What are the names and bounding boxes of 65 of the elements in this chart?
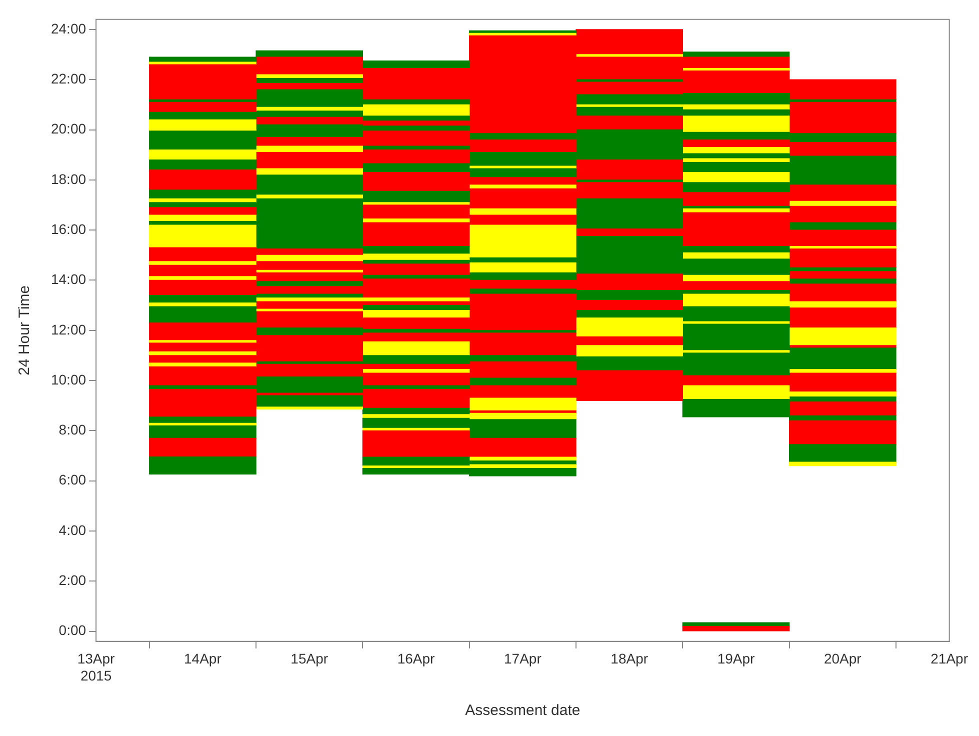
bar — [682, 172, 790, 183]
y-tick-label: 4:00 — [58, 522, 86, 538]
bar — [149, 438, 256, 458]
bar — [682, 626, 790, 632]
x-tick-label: 16Apr — [397, 650, 436, 667]
bar — [256, 406, 364, 410]
bar — [149, 160, 256, 170]
bar — [682, 146, 790, 154]
bar — [789, 462, 896, 466]
bar — [256, 395, 364, 408]
bar — [149, 119, 256, 132]
bar — [149, 102, 256, 113]
y-tick-label: 8:00 — [58, 422, 86, 438]
bar — [469, 262, 576, 274]
bar — [149, 456, 256, 474]
x-tick-label: 17Apr — [504, 650, 542, 667]
y-tick-label: 20:00 — [50, 120, 86, 137]
bar — [149, 207, 256, 216]
bar — [149, 306, 256, 324]
y-tick-label: 10:00 — [50, 371, 86, 388]
bar — [469, 398, 576, 411]
bar — [362, 60, 470, 69]
bar — [469, 456, 576, 462]
bar — [469, 378, 576, 386]
x-tick-label: 18Apr — [610, 650, 648, 667]
bar — [789, 444, 896, 462]
x-tick-label: 15Apr — [290, 650, 328, 667]
bar — [362, 146, 470, 150]
y-tick-label: 14:00 — [50, 271, 86, 288]
bar — [149, 261, 256, 266]
y-tick-label: 22:00 — [50, 70, 86, 86]
x-tick-label: 14Apr — [184, 650, 222, 667]
bar — [362, 341, 470, 356]
bar — [149, 362, 256, 368]
bar — [149, 224, 256, 248]
bar — [149, 416, 256, 424]
x-tick-label: 13Apr 2015 — [77, 650, 116, 684]
bar — [789, 328, 896, 346]
y-tick-label: 24:00 — [50, 20, 86, 36]
bar — [789, 248, 896, 268]
bar — [149, 170, 256, 190]
y-tick-label: 6:00 — [58, 472, 86, 488]
y-tick-label: 0:00 — [58, 622, 86, 638]
bar — [469, 184, 576, 190]
bar — [149, 276, 256, 281]
y-tick-label: 18:00 — [50, 170, 86, 187]
x-axis-title: Assessment date — [465, 702, 580, 720]
y-tick-label: 16:00 — [50, 220, 86, 237]
bar — [256, 194, 364, 200]
x-tick-label: 20Apr — [824, 650, 862, 667]
x-tick-label: 21Apr — [930, 650, 968, 667]
bar — [789, 271, 896, 280]
bar — [149, 214, 256, 222]
bar — [256, 74, 364, 79]
y-axis-title: 24 Hour Time — [16, 285, 34, 376]
bar — [789, 420, 896, 445]
bar — [789, 102, 896, 134]
bar — [682, 116, 790, 133]
bar — [149, 425, 256, 439]
bar — [789, 308, 896, 328]
y-tick-label: 12:00 — [50, 321, 86, 338]
bar — [789, 402, 896, 416]
y-tick-label: 2:00 — [58, 572, 86, 588]
x-tick-label: 19Apr — [717, 650, 756, 667]
bar — [789, 222, 896, 230]
